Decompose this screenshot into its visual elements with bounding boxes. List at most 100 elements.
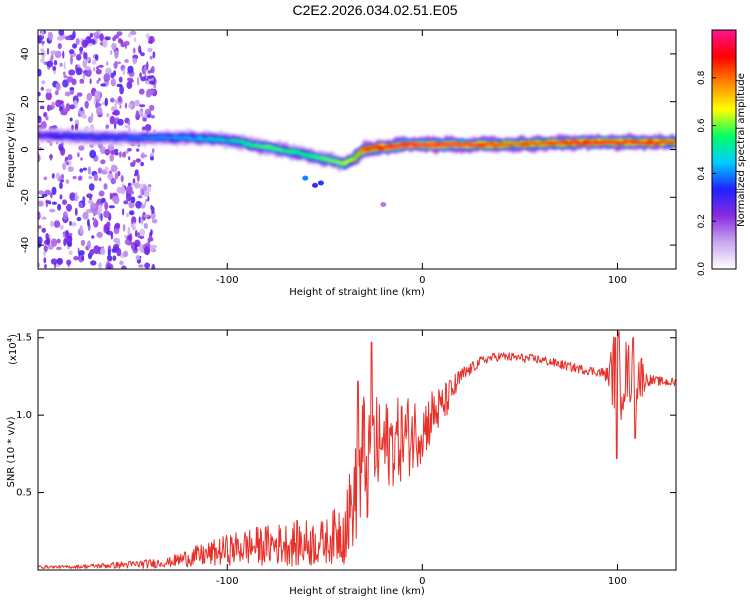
speckle-dot <box>148 89 156 95</box>
speckle-dot <box>126 212 129 218</box>
speckle-dot <box>151 218 158 224</box>
speckle-dot <box>118 151 122 158</box>
snr-frame <box>37 329 677 571</box>
speckle-dot <box>132 57 138 65</box>
ridge-blob <box>488 142 496 145</box>
speckle-dot <box>147 47 153 52</box>
speckle-dot <box>139 187 142 196</box>
ridge-blob <box>52 134 59 137</box>
speckle-dot <box>128 103 133 109</box>
speckle-dot <box>88 183 95 191</box>
speckle-dot <box>78 145 85 151</box>
speckle-dot <box>87 240 91 249</box>
y-tick-label: 0 <box>20 146 31 152</box>
speckle-dot <box>54 90 59 96</box>
speckle-dot <box>96 106 103 116</box>
speckle-dot <box>68 69 76 76</box>
speckle-dot <box>89 249 95 256</box>
speckle-dot <box>98 190 105 197</box>
spectrogram-ylabel: Frequency (Hz) <box>6 112 17 188</box>
speckle-dot <box>51 201 58 205</box>
speckle-dot <box>106 36 111 41</box>
ridge-blob <box>400 142 407 145</box>
speckle-dot <box>140 154 148 158</box>
speckle-dot <box>73 255 79 261</box>
speckle-dot <box>110 177 117 185</box>
speckle-dot <box>103 183 108 190</box>
speckle-dot <box>84 66 91 71</box>
speckle-dot <box>112 244 120 251</box>
speckle-dot <box>81 255 85 261</box>
speckle-dot <box>116 186 123 194</box>
x-tick-label: -100 <box>216 576 239 587</box>
speckle-dot <box>93 174 99 182</box>
speckle-dot <box>79 225 83 234</box>
speckle-dot <box>150 244 156 253</box>
speckle-dot <box>89 78 92 85</box>
speckle-dot <box>124 124 131 129</box>
speckle-dot <box>107 249 111 257</box>
speckle-dot <box>66 161 69 165</box>
ridge-blob <box>364 148 371 152</box>
ridge-blob <box>288 149 295 152</box>
speckle-dot <box>99 247 106 255</box>
speckle-dot <box>104 223 109 233</box>
speckle-dot <box>59 194 63 200</box>
x-tick-label: 0 <box>419 275 425 286</box>
speckle-dot <box>69 104 75 110</box>
speckle-dot <box>89 149 97 159</box>
speckle-dot <box>66 259 72 266</box>
speckle-dot <box>101 197 106 204</box>
speckle-dot <box>85 52 88 61</box>
speckle-dot <box>139 49 142 55</box>
speckle-dot <box>124 43 127 49</box>
speckle-dot <box>138 104 146 108</box>
speckle-dot <box>88 175 93 180</box>
speckle-dot <box>68 250 73 256</box>
speckle-dot <box>90 202 96 211</box>
speckle-dot <box>56 238 61 244</box>
speckle-dot <box>80 157 83 161</box>
spectrogram-speckle <box>38 30 158 269</box>
speckle-dot <box>100 213 103 222</box>
colorbar: 0.0 0.2 0.4 0.6 0.8 Normalized spectral ampl… <box>697 29 747 276</box>
speckle-dot <box>96 200 101 204</box>
speckle-dot <box>110 164 118 173</box>
speckle-dot <box>149 80 156 85</box>
speckle-dot <box>43 250 46 256</box>
speckle-dot <box>69 117 73 122</box>
speckle-dot <box>129 30 137 36</box>
speckle-dot <box>114 222 121 229</box>
spectrogram-blob <box>312 182 319 188</box>
speckle-dot <box>64 35 72 41</box>
speckle-dot <box>72 43 78 49</box>
speckle-dot <box>135 158 141 163</box>
speckle-dot <box>81 39 88 48</box>
speckle-dot <box>46 60 54 68</box>
speckle-dot <box>38 211 41 221</box>
ridge-blob <box>643 142 650 145</box>
ridge-blob <box>50 135 57 139</box>
speckle-dot <box>107 266 111 269</box>
speckle-dot <box>111 42 117 51</box>
speckle-dot <box>136 77 140 86</box>
spectrogram-xlabel: Height of straight line (km) <box>289 287 425 298</box>
speckle-dot <box>65 179 70 184</box>
snr-panel: -100 0 100 0.5 1.0 1.5 Height of straight lin… <box>6 329 677 597</box>
speckle-dot <box>124 234 128 239</box>
speckle-dot <box>147 237 151 244</box>
ridge-blob <box>83 134 90 137</box>
speckle-dot <box>150 156 154 161</box>
speckle-dot <box>106 113 110 118</box>
speckle-dot <box>55 172 60 180</box>
speckle-dot <box>67 241 73 247</box>
speckle-dot <box>86 92 92 102</box>
speckle-dot <box>72 175 77 180</box>
speckle-dot <box>60 110 68 116</box>
speckle-dot <box>45 91 52 101</box>
snr-multiplier: (x104) <box>6 334 19 365</box>
speckle-dot <box>40 57 45 63</box>
speckle-dot <box>93 245 100 255</box>
speckle-dot <box>114 122 117 130</box>
speckle-dot <box>105 124 109 129</box>
